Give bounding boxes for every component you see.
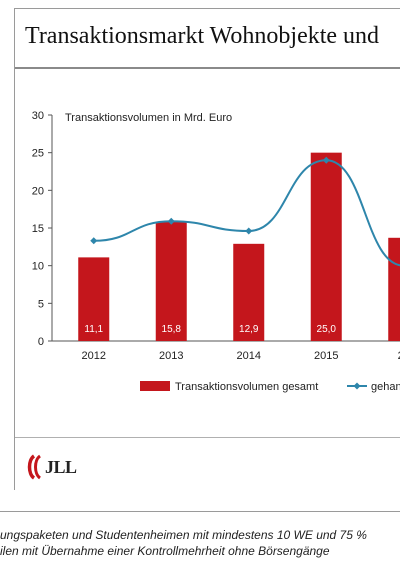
jll-logo: JLL [23, 454, 83, 480]
y-tick-label: 10 [32, 261, 44, 273]
footnote-divider [0, 511, 400, 512]
bar-value-label: 15,8 [162, 324, 182, 335]
footnote-line-2: ilen mit Übernahme einer Kontrollmehrhei… [0, 544, 330, 558]
legend-bar-swatch [140, 381, 170, 391]
title-divider [15, 67, 400, 69]
y-tick-label: 0 [38, 336, 44, 348]
bar-value-label: 11,1 [84, 324, 103, 335]
x-tick-label: 2013 [159, 350, 183, 362]
bar [388, 237, 400, 341]
bar [155, 221, 187, 341]
x-tick-label: 2015 [314, 350, 338, 362]
footnote-line-1: ungspaketen und Studentenheimen mit mind… [0, 528, 367, 542]
logo-text: JLL [45, 457, 77, 477]
x-tick-label: 20 [398, 350, 400, 362]
chart-title: Transaktionsmarkt Wohnobjekte und [25, 23, 380, 49]
y-tick-label: 20 [32, 185, 44, 197]
line-series [93, 159, 400, 266]
legend-line-label: gehand [371, 381, 400, 393]
bar-value-label: 25,0 [317, 324, 337, 335]
line-point [90, 237, 98, 245]
bar [78, 257, 110, 341]
jll-logo-mark-icon [27, 454, 42, 480]
line-point [245, 227, 253, 235]
logo-divider [15, 437, 400, 438]
chart: 0 5 10 15 20 25 30 Transaktionsvolumen in Mrd. … [32, 110, 400, 393]
x-tick-label: 2012 [82, 350, 106, 362]
legend-line-marker [353, 382, 361, 390]
bar [233, 243, 265, 341]
slide-frame: Transaktionsmarkt Wohnobjekte und 0 5 10 15… [14, 8, 400, 490]
line-point [167, 217, 175, 225]
y-tick-label: 25 [32, 148, 44, 160]
y-axis-label: Transaktionsvolumen in Mrd. Euro [65, 112, 232, 124]
line-point [322, 156, 330, 164]
legend-bar-label: Transaktionsvolumen gesamt [175, 381, 318, 393]
y-tick-label: 15 [32, 223, 44, 235]
x-tick-label: 2014 [237, 350, 261, 362]
y-tick-label: 30 [32, 110, 44, 122]
bar-value-label: 12,9 [239, 324, 259, 335]
bar [310, 152, 342, 341]
y-tick-label: 5 [38, 298, 44, 310]
